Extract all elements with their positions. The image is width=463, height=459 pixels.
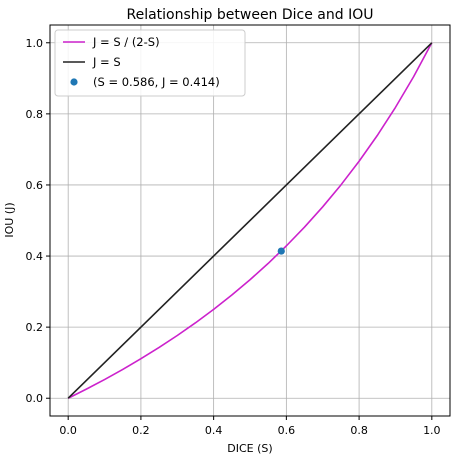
x-tick-label: 0.0 — [59, 424, 77, 437]
y-tick-label: 0.0 — [26, 392, 44, 405]
y-tick-label: 0.2 — [26, 321, 44, 334]
x-tick-label: 0.2 — [132, 424, 150, 437]
identity-line — [67, 42, 433, 399]
legend-swatch-marker — [70, 78, 78, 86]
ticks: 0.0 0.2 0.4 0.6 0.8 1.0 0.0 0.2 0.4 0.6 0.8 1.0 — [26, 37, 441, 437]
chart-title: Relationship between Dice and IOU — [127, 7, 374, 23]
y-axis-label: IOU (J) — [3, 202, 16, 237]
x-tick-label: 0.6 — [278, 424, 296, 437]
x-tick-label: 0.8 — [350, 424, 368, 437]
legend-label: J = S / (2-S) — [92, 35, 160, 49]
iou-curve-line — [67, 42, 433, 399]
series-layer — [67, 42, 433, 399]
y-tick-label: 0.6 — [26, 179, 44, 192]
legend-box — [54, 29, 246, 97]
legend-label: (S = 0.586, J = 0.414) — [93, 75, 220, 89]
y-tick-label: 0.4 — [26, 250, 44, 263]
plot-border — [49, 24, 451, 417]
x-axis-label: DICE (S) — [227, 442, 272, 455]
y-tick-label: 1.0 — [26, 37, 44, 50]
legend-label: J = S — [92, 55, 121, 69]
x-tick-label: 0.4 — [205, 424, 223, 437]
legend: J = S / (2-S) J = S (S = 0.586, J = 0.414) — [54, 29, 246, 97]
x-tick-label: 1.0 — [423, 424, 441, 437]
y-tick-label: 0.8 — [26, 108, 44, 121]
highlight-point — [277, 247, 285, 255]
